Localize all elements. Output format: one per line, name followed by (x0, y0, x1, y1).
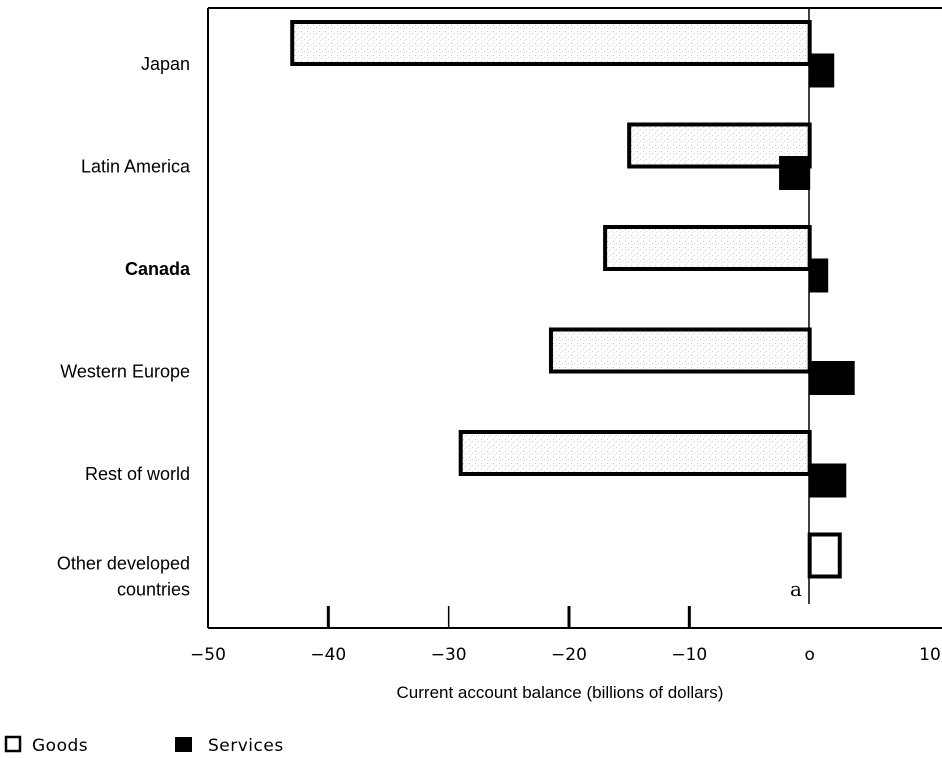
category-label-line: Western Europe (60, 362, 190, 382)
legend-goods-swatch (4, 735, 22, 753)
bar-goods-canada (603, 225, 812, 271)
bar-goods-western-europe (548, 327, 812, 374)
category-label-line: Rest of world (85, 464, 190, 484)
category-label-canada: Canada (125, 259, 191, 279)
x-tick-label: o (804, 645, 814, 665)
x-axis-title: Current account balance (billions of dol… (397, 683, 724, 702)
bar-goods-rest-of-world (458, 430, 812, 476)
category-label-line: Other developed (57, 554, 190, 574)
category-label-rest-of-world: Rest of world (85, 464, 190, 484)
legend: Goods Services (4, 735, 284, 756)
category-label-japan: Japan (141, 54, 190, 74)
category-label-line: countries (117, 580, 190, 600)
bar-services-canada (809, 258, 829, 293)
category-label-other-developed-countries: Other developed countries (57, 554, 190, 600)
bar-services-rest-of-world (809, 463, 847, 498)
x-tick-label: −30 (431, 645, 467, 665)
category-label-line: Canada (125, 259, 191, 279)
bar-services-latin-america (779, 156, 811, 190)
bar-goods-japan (290, 20, 812, 66)
x-tick-label: −20 (551, 645, 587, 665)
x-tick-label: −40 (310, 645, 346, 665)
bar-goods-other-developed-countries (807, 532, 842, 579)
legend-services-swatch (175, 737, 192, 752)
legend-services-label: Services (208, 736, 284, 756)
category-label-line: Japan (141, 54, 190, 74)
annotation-a: a (790, 577, 802, 601)
category-label-line: Latin America (81, 157, 191, 177)
category-label-western-europe: Western Europe (60, 362, 190, 382)
bar-services-japan (809, 53, 835, 88)
legend-goods-label: Goods (32, 736, 88, 756)
x-tick-label: −50 (190, 645, 226, 665)
bar-services-western-europe (809, 361, 855, 395)
x-tick-label: 10 (919, 645, 941, 665)
category-label-latin-america: Latin America (81, 157, 191, 177)
x-tick-label: −10 (671, 645, 707, 665)
